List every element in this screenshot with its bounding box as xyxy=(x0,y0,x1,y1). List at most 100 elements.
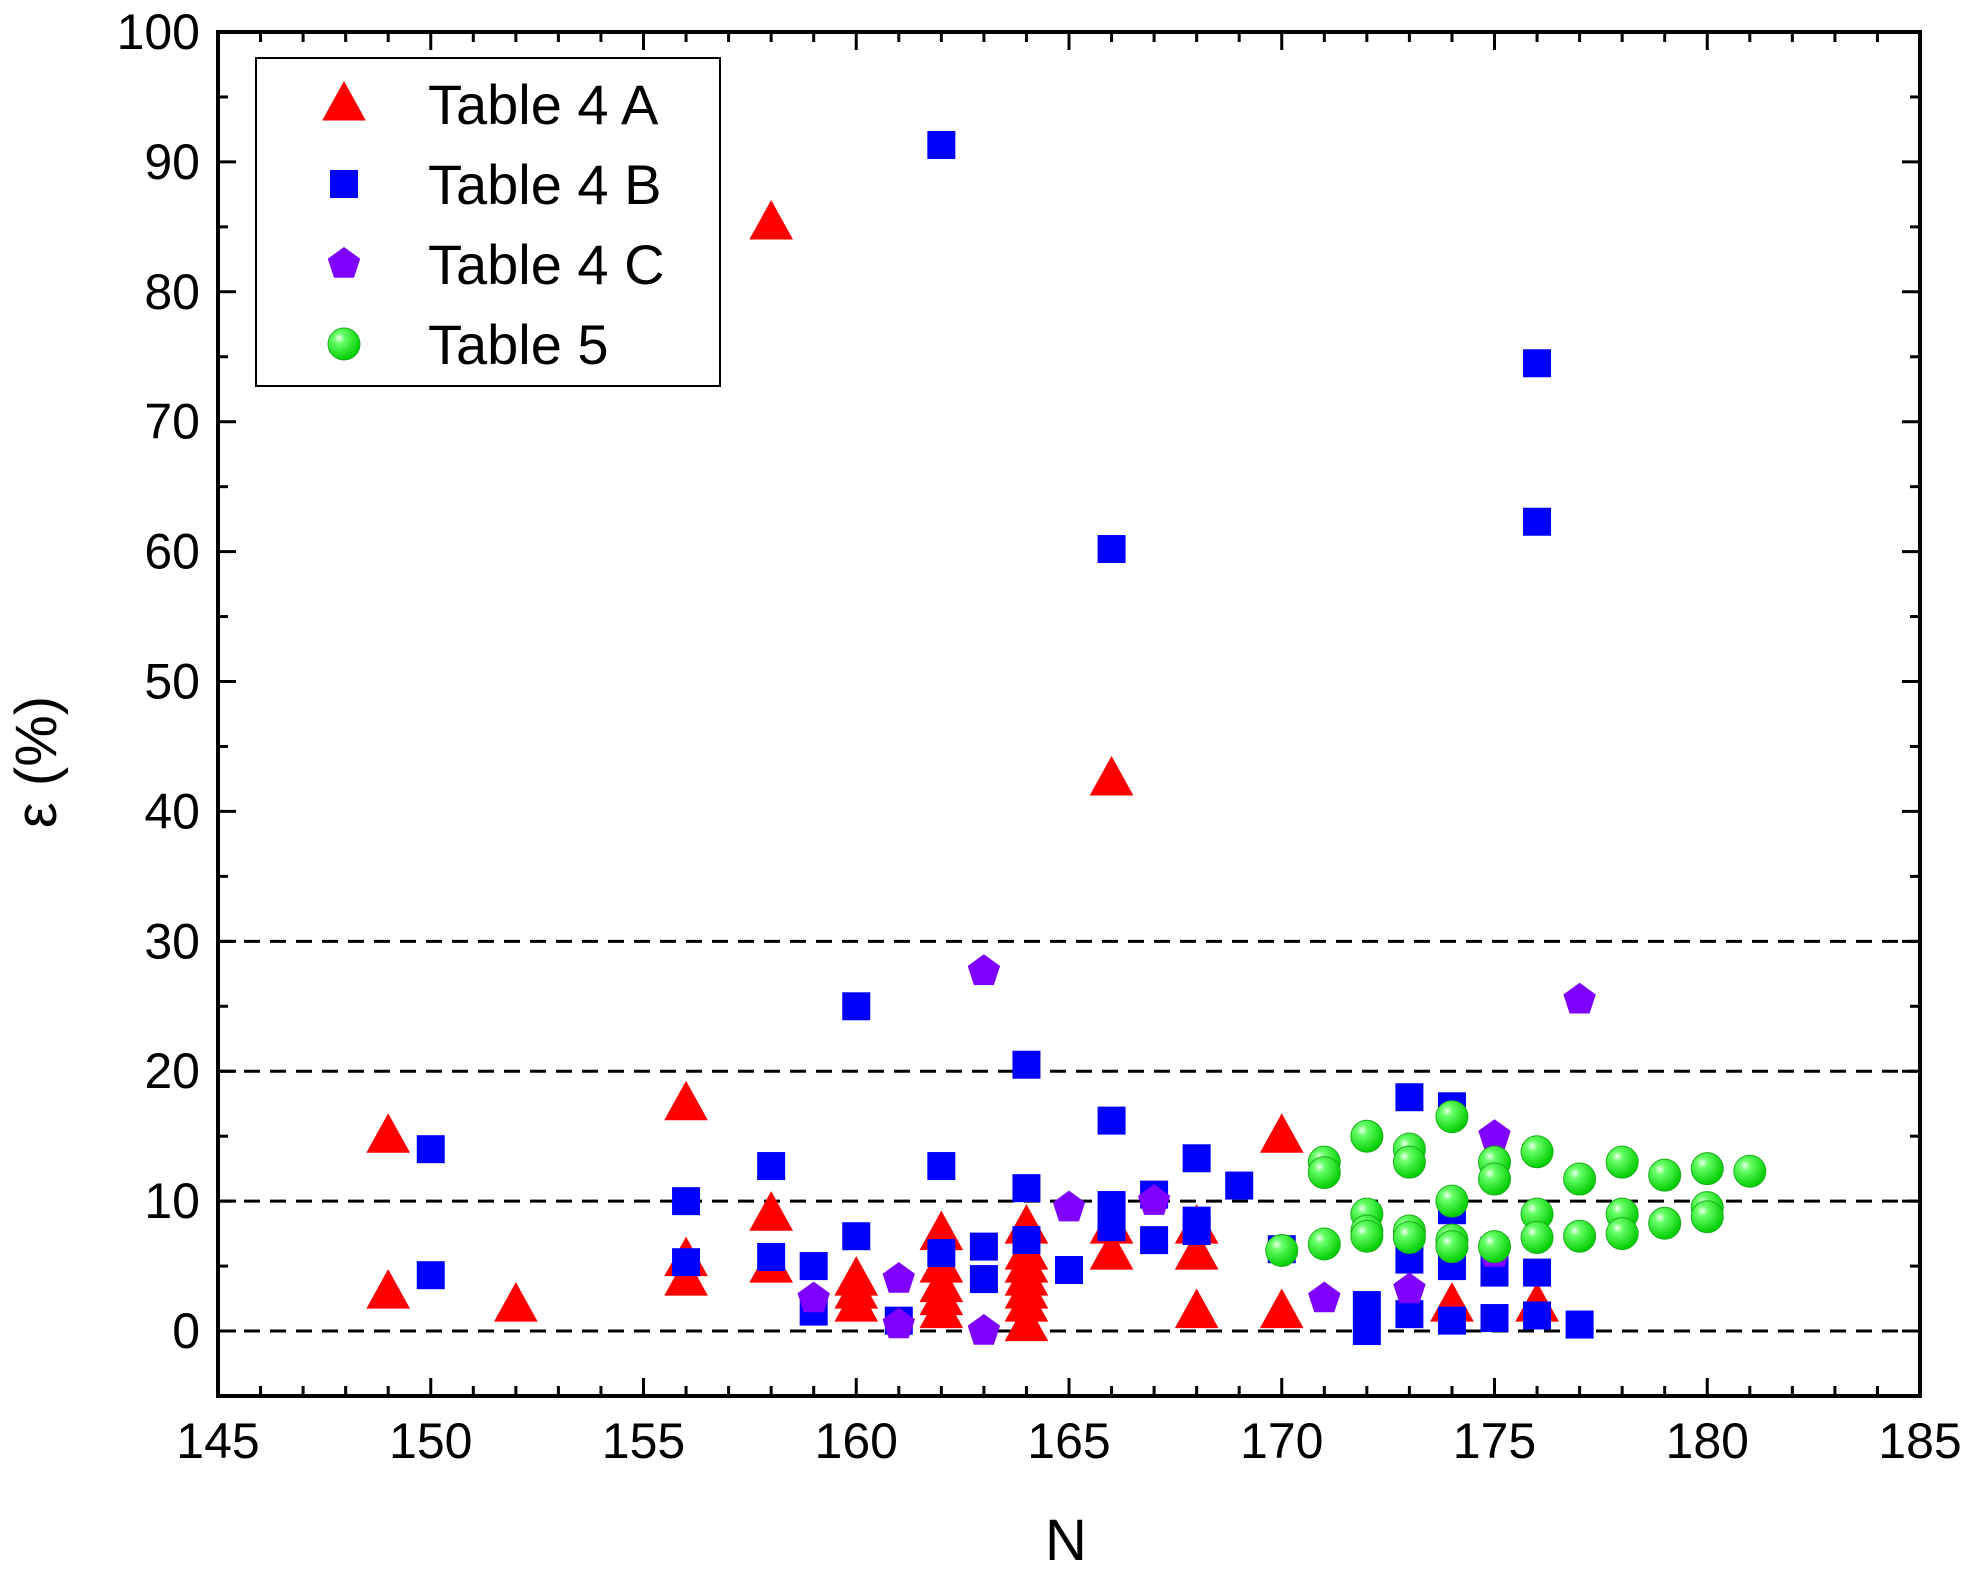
data-point-table-5 xyxy=(1435,1230,1469,1264)
data-point-table-4-b xyxy=(1523,507,1552,536)
data-point-table-4-a xyxy=(366,1113,411,1153)
data-point-table-4-b xyxy=(1140,1226,1169,1255)
data-point-table-4-b xyxy=(672,1187,701,1216)
data-point-table-4-c xyxy=(967,954,1001,985)
data-point-table-4-b xyxy=(1012,1226,1041,1255)
y-axis-label: ε (%) xyxy=(4,696,69,828)
data-point-table-4-c xyxy=(1052,1190,1086,1222)
data-point-table-4-a xyxy=(494,1282,538,1322)
x-tick-label: 155 xyxy=(602,1413,685,1469)
data-point-table-4-b xyxy=(969,1265,998,1294)
legend-marker-table-5 xyxy=(327,327,361,361)
data-point-table-5 xyxy=(1435,1184,1469,1218)
y-tick-label: 80 xyxy=(144,264,200,320)
data-point-table-4-b xyxy=(1395,1083,1424,1112)
data-point-table-5 xyxy=(1435,1100,1469,1134)
y-tick-label: 20 xyxy=(144,1043,200,1099)
data-point-table-4-b xyxy=(757,1152,786,1181)
data-point-table-5 xyxy=(1605,1145,1639,1179)
data-point-table-4-b xyxy=(1097,1213,1126,1242)
data-point-table-4-b xyxy=(1395,1300,1424,1329)
data-point-table-4-a xyxy=(664,1080,708,1121)
data-point-table-4-b xyxy=(842,992,871,1021)
data-point-table-5 xyxy=(1648,1158,1682,1192)
x-tick-label: 175 xyxy=(1453,1413,1536,1469)
data-point-table-4-c xyxy=(1478,1119,1511,1150)
y-tick-label: 90 xyxy=(144,134,200,190)
data-point-table-4-b xyxy=(1225,1171,1254,1200)
data-point-table-4-b xyxy=(1012,1050,1041,1079)
data-point-table-5 xyxy=(1265,1234,1299,1268)
data-point-table-4-a xyxy=(749,199,793,240)
y-tick-label: 0 xyxy=(172,1303,200,1359)
data-points xyxy=(366,131,1767,1346)
legend-marker-table-4-b xyxy=(330,170,358,198)
data-point-table-4-b xyxy=(1352,1317,1381,1346)
data-point-table-4-b xyxy=(927,1239,956,1268)
legend: Table 4 A Table 4 B Table 4 C Table 5 xyxy=(255,57,721,387)
data-point-table-5 xyxy=(1392,1145,1426,1179)
data-point-table-5 xyxy=(1648,1206,1682,1240)
data-point-table-4-b xyxy=(1012,1174,1041,1203)
legend-marker-table-4-a xyxy=(322,81,366,121)
reference-lines xyxy=(218,939,1920,1333)
data-point-table-4-a xyxy=(1259,1288,1304,1329)
data-point-table-4-a xyxy=(1089,755,1134,796)
data-point-table-4-a xyxy=(366,1269,411,1309)
data-point-table-4-b xyxy=(1097,535,1126,564)
data-point-table-4-c xyxy=(797,1281,830,1313)
data-point-table-4-b xyxy=(416,1135,445,1164)
data-point-table-4-b xyxy=(927,131,956,160)
data-point-table-4-c xyxy=(1137,1184,1171,1215)
data-point-table-4-c xyxy=(1308,1281,1341,1313)
data-point-table-5 xyxy=(1733,1154,1767,1188)
data-point-table-5 xyxy=(1520,1221,1554,1255)
data-point-table-4-b xyxy=(1523,349,1552,378)
y-tick-label: 30 xyxy=(144,913,200,969)
data-point-table-4-a xyxy=(919,1288,964,1329)
data-point-table-5 xyxy=(1478,1162,1511,1196)
data-point-table-5 xyxy=(1392,1221,1426,1255)
y-tick-label: 70 xyxy=(144,394,200,450)
x-tick-label: 145 xyxy=(176,1413,259,1469)
data-point-table-5 xyxy=(1307,1156,1341,1190)
x-axis-label: N xyxy=(1045,1508,1087,1573)
data-point-table-5 xyxy=(1690,1152,1724,1186)
y-tick-label: 50 xyxy=(144,654,200,710)
data-point-table-4-b xyxy=(1352,1291,1381,1320)
legend-label-table-5: Table 5 xyxy=(428,313,609,376)
data-point-table-4-c xyxy=(882,1262,915,1293)
data-point-table-4-b xyxy=(1182,1144,1211,1173)
data-point-table-5 xyxy=(1307,1227,1341,1261)
data-point-table-5 xyxy=(1605,1217,1639,1251)
data-point-table-4-c xyxy=(882,1307,915,1339)
y-tick-label: 60 xyxy=(144,524,200,580)
y-tick-label: 100 xyxy=(117,4,200,60)
x-tick-label: 180 xyxy=(1666,1413,1749,1469)
data-point-table-5 xyxy=(1478,1230,1511,1264)
data-point-table-5 xyxy=(1563,1162,1597,1196)
x-tick-label: 150 xyxy=(389,1413,472,1469)
legend-label-table-4-c: Table 4 C xyxy=(428,233,665,296)
x-tick-label: 165 xyxy=(1027,1413,1110,1469)
data-point-table-4-a xyxy=(1174,1288,1219,1329)
data-point-table-4-a xyxy=(834,1282,879,1322)
data-point-table-4-b xyxy=(416,1261,445,1290)
plot-frame xyxy=(216,30,1922,1398)
legend-marker-table-4-c xyxy=(327,247,361,278)
data-point-table-4-b xyxy=(1480,1304,1509,1333)
y-axis-ticks: 0 10 20 30 40 50 60 70 80 90 100 xyxy=(117,4,1920,1398)
y-tick-label: 10 xyxy=(144,1173,200,1229)
data-point-table-4-a xyxy=(749,1191,793,1231)
data-point-table-4-c xyxy=(967,1314,1001,1345)
data-point-table-4-b xyxy=(1523,1258,1552,1287)
legend-label-table-4-a: Table 4 A xyxy=(428,73,659,136)
data-point-table-4-c xyxy=(1563,982,1596,1014)
data-point-table-4-b xyxy=(1437,1306,1466,1335)
y-tick-label: 40 xyxy=(144,783,200,839)
data-point-table-5 xyxy=(1563,1219,1597,1253)
legend-label-table-4-b: Table 4 B xyxy=(428,153,662,216)
data-point-table-4-b xyxy=(927,1152,956,1181)
data-point-table-4-a xyxy=(1174,1230,1219,1270)
